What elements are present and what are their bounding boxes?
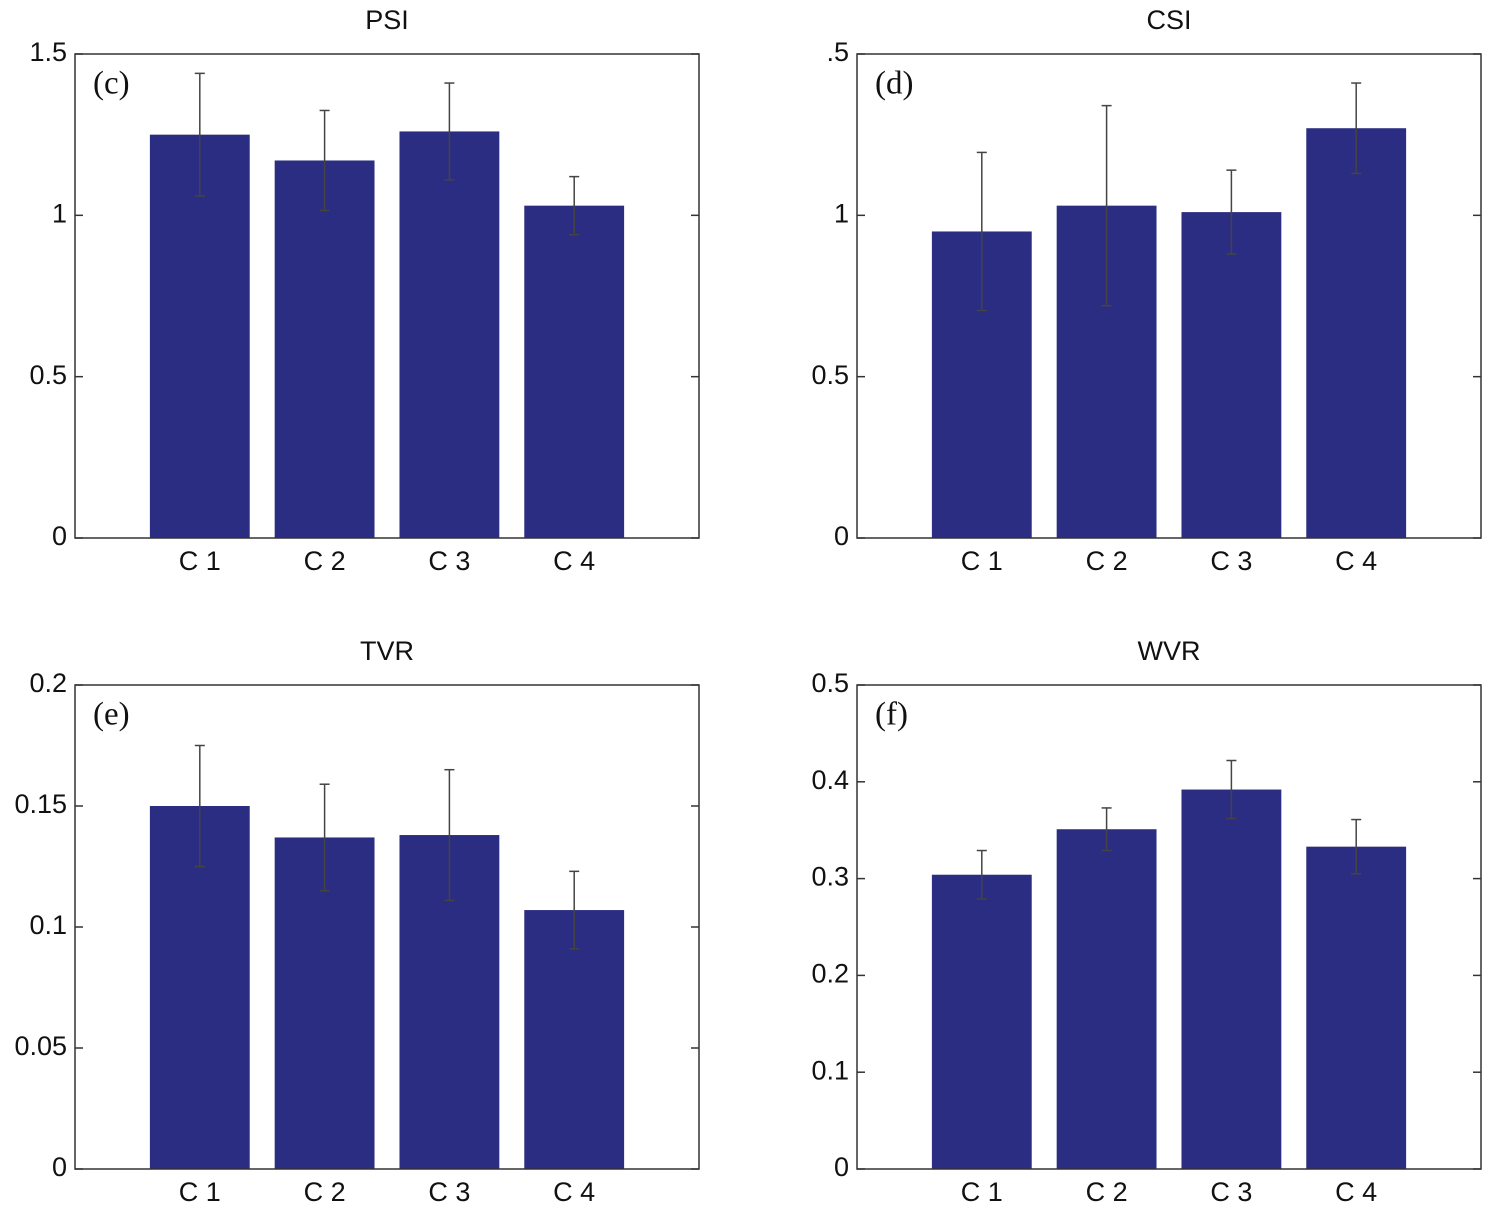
axes-box: [74, 53, 700, 539]
x-tick-label: C 4: [1335, 546, 1377, 576]
y-tick-label: 0: [834, 521, 849, 551]
axes-box: [856, 684, 1482, 1170]
x-tick-label: C 4: [553, 1177, 595, 1207]
y-tick-label: 0.5: [811, 668, 849, 698]
x-tick-label: C 1: [961, 1177, 1003, 1207]
y-tick-label: 1: [52, 198, 67, 228]
x-tick-label: C 1: [179, 546, 221, 576]
x-tick-label: C 3: [1210, 1177, 1252, 1207]
y-tick-label: 0.2: [29, 668, 67, 698]
bar: [931, 874, 1032, 1169]
chart-title: TVR: [360, 636, 414, 666]
chart-title: CSI: [1146, 5, 1191, 35]
bar: [1181, 212, 1282, 538]
bar: [524, 205, 625, 539]
x-tick-label: C 2: [304, 546, 346, 576]
x-tick-label: C 1: [961, 546, 1003, 576]
y-tick-label: 0.3: [811, 862, 849, 892]
x-tick-label: C 4: [553, 546, 595, 576]
x-tick-label: C 3: [1210, 546, 1252, 576]
bar: [274, 837, 375, 1169]
chart-title: PSI: [365, 5, 409, 35]
x-tick-label: C 2: [304, 1177, 346, 1207]
bar: [1306, 846, 1407, 1169]
bar: [1056, 829, 1157, 1169]
panel-label: (d): [875, 66, 913, 102]
y-tick-label: 1: [834, 198, 849, 228]
y-tick-label: 0: [834, 1152, 849, 1182]
y-tick-label: 0.2: [811, 959, 849, 989]
x-tick-label: C 2: [1086, 546, 1128, 576]
y-tick-label: 0.1: [29, 910, 67, 940]
bar: [274, 160, 375, 539]
bar: [1181, 789, 1282, 1169]
bar: [399, 131, 500, 538]
x-tick-label: C 4: [1335, 1177, 1377, 1207]
y-tick-label: 0: [52, 521, 67, 551]
bar: [149, 134, 250, 538]
y-tick-label: 0.5: [29, 360, 67, 390]
panel-label: (e): [93, 697, 130, 733]
x-tick-label: C 3: [428, 1177, 470, 1207]
y-tick-label: 1.5: [29, 37, 67, 67]
bar: [524, 910, 625, 1169]
y-tick-label: 0.5: [811, 360, 849, 390]
axes-box: [74, 684, 700, 1170]
panel-label: (c): [93, 66, 130, 102]
chart-title: WVR: [1138, 636, 1201, 666]
y-tick-label: .5: [826, 37, 849, 67]
axes-box: [856, 53, 1482, 539]
y-tick-label: 0.15: [14, 789, 67, 819]
y-tick-label: 0.4: [811, 765, 849, 795]
bar: [1306, 128, 1407, 539]
x-tick-label: C 2: [1086, 1177, 1128, 1207]
x-tick-label: C 3: [428, 546, 470, 576]
y-tick-label: 0.05: [14, 1031, 67, 1061]
y-tick-label: 0: [52, 1152, 67, 1182]
x-tick-label: C 1: [179, 1177, 221, 1207]
y-tick-label: 0.1: [811, 1055, 849, 1085]
panel-label: (f): [875, 697, 908, 733]
